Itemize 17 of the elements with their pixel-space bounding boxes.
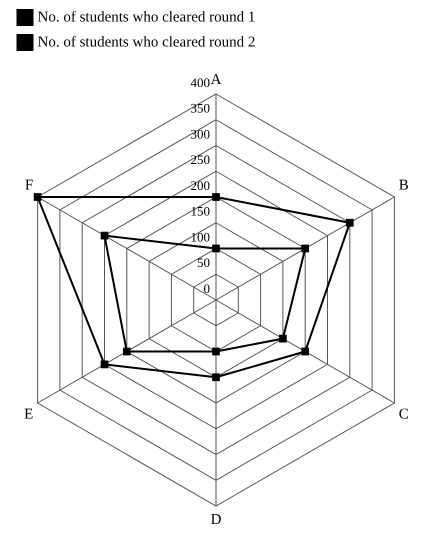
legend-label: No. of students who cleared round 2 [38, 34, 256, 50]
spoke-label: A [210, 72, 222, 88]
y-tick-label: 0 [204, 280, 210, 296]
spoke-label: F [24, 177, 34, 194]
spoke-label: D [210, 512, 222, 528]
legend-label: No. of students who cleared round 1 [38, 9, 256, 26]
y-tick-label: 150 [190, 204, 210, 219]
y-tick-label: 400 [190, 74, 210, 90]
y-tick-label: 100 [190, 229, 210, 244]
spoke-label: C [398, 406, 409, 422]
y-tick-label: 50 [197, 255, 210, 270]
spoke-label: B [398, 177, 409, 194]
y-tick-label: 300 [190, 126, 210, 142]
y-tick-label: 200 [190, 178, 210, 193]
spoke-label: E [24, 406, 34, 422]
y-tick-label: 250 [190, 152, 210, 168]
y-tick-label: 350 [190, 100, 210, 116]
